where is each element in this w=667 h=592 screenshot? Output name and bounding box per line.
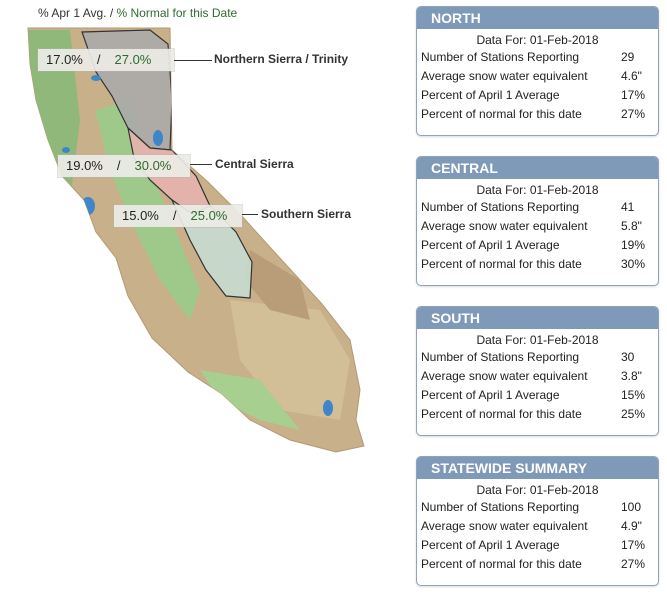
north-normal-row: Percent of normal for this date 27% [417, 105, 658, 124]
southern-sierra-normal: 25.0% [190, 208, 228, 223]
row-value: 17% [621, 538, 646, 552]
northern-sierra-values: 17.0% / 27.0% [38, 49, 174, 71]
row-value: 4.9" [621, 519, 642, 533]
central-sierra-leader [190, 164, 212, 165]
row-value: 17% [621, 88, 646, 102]
southern-sierra-slash: / [172, 208, 177, 223]
central-stations-row: Number of Stations Reporting 41 [417, 198, 658, 217]
terrain-mountains-south [245, 250, 310, 320]
central-swe-row: Average snow water equivalent 5.8" [417, 217, 658, 236]
southern-sierra-name: Southern Sierra [261, 207, 352, 221]
row-value: 19% [621, 238, 646, 252]
northern-sierra-leader [174, 60, 212, 61]
north-swe-row: Average snow water equivalent 4.6" [417, 67, 658, 86]
southern-sierra-values: 15.0% / 25.0% [114, 205, 242, 227]
row-label: Percent of April 1 Average [421, 388, 560, 402]
row-value: 30% [621, 257, 646, 271]
south-panel-date: Data For: 01-Feb-2018 [476, 333, 599, 347]
row-label: Average snow water equivalent [421, 219, 588, 233]
central-sierra-slash: / [116, 158, 121, 173]
terrain-south-coast [200, 370, 300, 430]
central-panel: CENTRAL Data For: 01-Feb-2018 Number of … [416, 156, 659, 286]
legend-normal-label: % Normal for this Date [116, 6, 238, 20]
row-label: Percent of normal for this date [421, 107, 582, 121]
row-label: Percent of normal for this date [421, 407, 582, 421]
california-snowpack-map [27, 27, 365, 453]
lake-clear [62, 147, 70, 153]
south-normal-row: Percent of normal for this date 25% [417, 405, 658, 424]
south-stations-row: Number of Stations Reporting 30 [417, 348, 658, 367]
salton-sea [323, 400, 333, 416]
row-value: 25% [621, 407, 646, 421]
northern-sierra-apr1: 17.0% [46, 52, 83, 67]
row-value: 4.6" [621, 69, 642, 83]
row-label: Number of Stations Reporting [421, 500, 580, 514]
map-legend: % Apr 1 Avg. / % Normal for this Date [38, 6, 237, 20]
north-apr1-row: Percent of April 1 Average 17% [417, 86, 658, 105]
row-label: Number of Stations Reporting [421, 200, 580, 214]
northern-sierra-normal: 27.0% [114, 52, 152, 67]
statewide-normal-row: Percent of normal for this date 27% [417, 555, 658, 574]
lake-shasta [91, 75, 101, 81]
legend-apr-label: % Apr 1 Avg. [38, 6, 107, 20]
row-label: Number of Stations Reporting [421, 350, 580, 364]
statewide-stations-row: Number of Stations Reporting 100 [417, 498, 658, 517]
statewide-swe-row: Average snow water equivalent 4.9" [417, 517, 658, 536]
northern-sierra-slash: / [96, 52, 101, 67]
row-value: 27% [621, 107, 646, 121]
row-label: Percent of April 1 Average [421, 538, 560, 552]
row-value: 5.8" [621, 219, 642, 233]
statewide-panel-title: STATEWIDE SUMMARY [417, 457, 658, 479]
row-value: 29 [621, 50, 635, 64]
south-panel-title: SOUTH [417, 307, 658, 329]
central-apr1-row: Percent of April 1 Average 19% [417, 236, 658, 255]
legend-separator: / [106, 6, 117, 20]
central-sierra-normal: 30.0% [134, 158, 172, 173]
row-label: Number of Stations Reporting [421, 50, 580, 64]
row-value: 15% [621, 388, 646, 402]
north-stations-row: Number of Stations Reporting 29 [417, 48, 658, 67]
south-panel: SOUTH Data For: 01-Feb-2018 Number of St… [416, 306, 659, 436]
row-value: 30 [621, 350, 635, 364]
row-label: Average snow water equivalent [421, 519, 588, 533]
central-panel-title: CENTRAL [417, 157, 658, 179]
central-normal-row: Percent of normal for this date 30% [417, 255, 658, 274]
row-value: 3.8" [621, 369, 642, 383]
statewide-panel: STATEWIDE SUMMARY Data For: 01-Feb-2018 … [416, 456, 659, 586]
lake-tahoe [153, 130, 163, 146]
terrain-coast-range [28, 30, 95, 240]
central-sierra-name: Central Sierra [215, 157, 294, 171]
south-swe-row: Average snow water equivalent 3.8" [417, 367, 658, 386]
southern-sierra-leader [242, 214, 258, 215]
terrain-desert [230, 300, 350, 420]
northern-sierra-name: Northern Sierra / Trinity [214, 52, 349, 66]
row-value: 41 [621, 200, 635, 214]
row-value: 27% [621, 557, 646, 571]
north-panel-title: NORTH [417, 7, 658, 29]
row-label: Average snow water equivalent [421, 69, 588, 83]
row-label: Percent of normal for this date [421, 557, 582, 571]
north-panel: NORTH Data For: 01-Feb-2018 Number of St… [416, 6, 659, 136]
statewide-apr1-row: Percent of April 1 Average 17% [417, 536, 658, 555]
row-label: Percent of normal for this date [421, 257, 582, 271]
row-label: Percent of April 1 Average [421, 88, 560, 102]
row-label: Average snow water equivalent [421, 369, 588, 383]
north-panel-date: Data For: 01-Feb-2018 [476, 33, 599, 47]
central-sierra-apr1: 19.0% [66, 158, 103, 173]
central-sierra-values: 19.0% / 30.0% [58, 155, 190, 177]
row-value: 100 [621, 500, 642, 514]
southern-sierra-apr1: 15.0% [122, 208, 159, 223]
south-apr1-row: Percent of April 1 Average 15% [417, 386, 658, 405]
central-panel-date: Data For: 01-Feb-2018 [476, 183, 599, 197]
row-label: Percent of April 1 Average [421, 238, 560, 252]
statewide-panel-date: Data For: 01-Feb-2018 [476, 483, 599, 497]
